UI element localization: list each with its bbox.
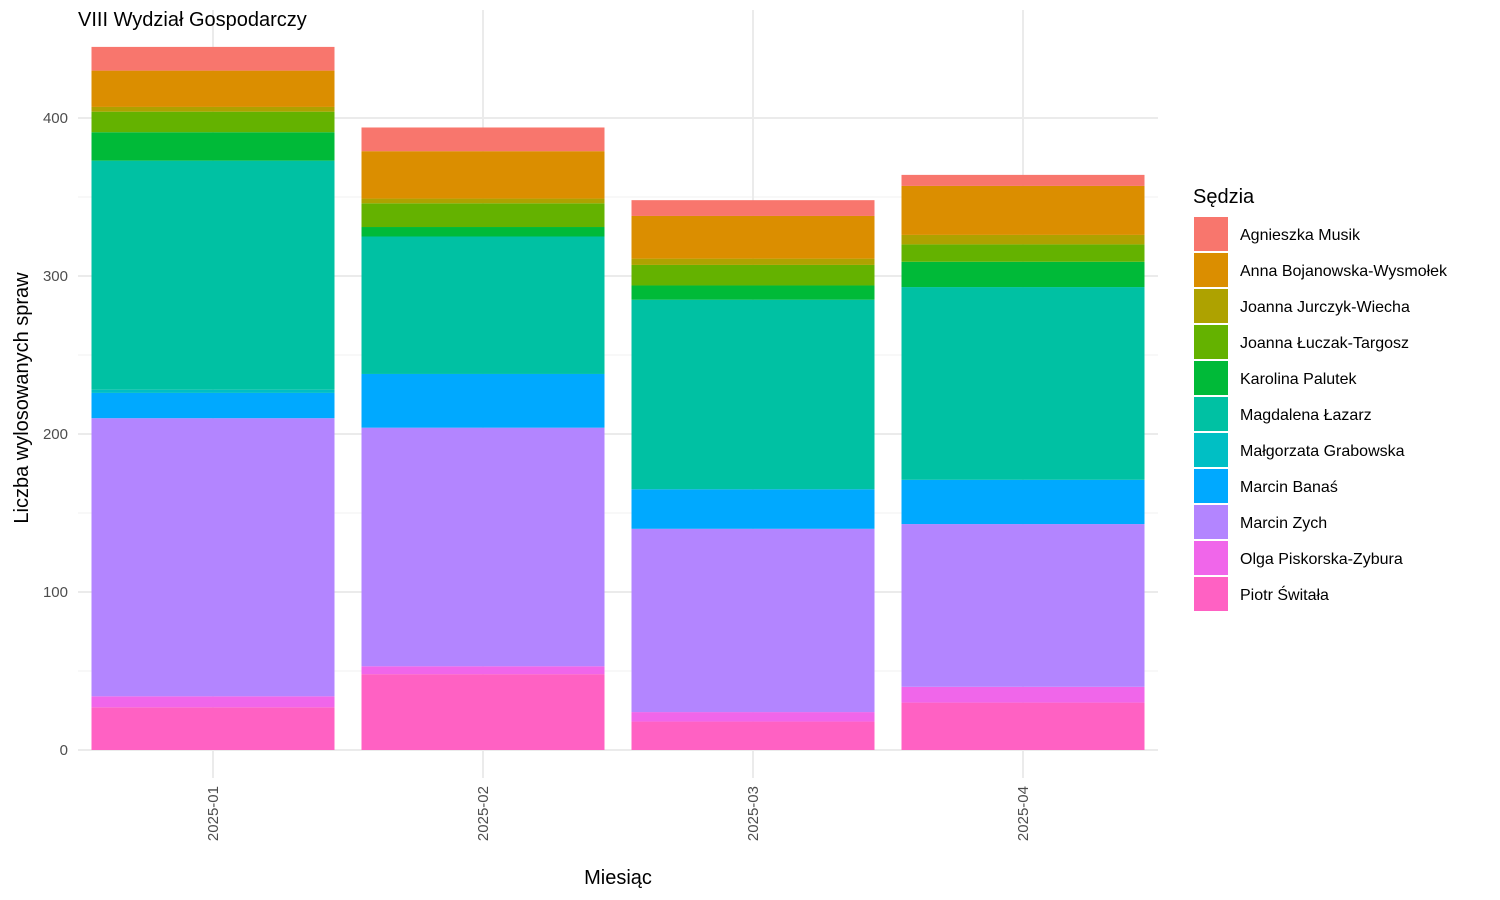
bar-segment — [901, 479, 1145, 525]
bar-segment — [631, 712, 875, 722]
bar-segment — [901, 686, 1145, 703]
y-tick-label: 400 — [43, 110, 68, 127]
x-tick-label: 2025-04 — [1015, 786, 1032, 841]
legend-swatch — [1194, 577, 1228, 611]
y-axis-title: Liczba wylosowanych spraw — [11, 272, 33, 524]
bar-segment — [631, 215, 875, 259]
legend-label: Anna Bojanowska-Wysmołek — [1240, 263, 1448, 280]
bar-segment — [901, 185, 1145, 235]
legend-swatch — [1194, 361, 1228, 395]
bar-segment — [631, 528, 875, 713]
legend-label: Karolina Palutek — [1240, 371, 1358, 388]
x-tick-label: 2025-02 — [475, 786, 492, 841]
bar-segment — [631, 489, 875, 529]
legend-swatch — [1194, 253, 1228, 287]
bar-segment — [361, 198, 605, 204]
bar-segment — [631, 299, 875, 490]
x-tick-label: 2025-03 — [745, 786, 762, 841]
y-axis-ticks: 0 100 200 300 400 — [43, 110, 68, 759]
legend-swatch — [1194, 217, 1228, 251]
bar-segment — [901, 287, 1145, 480]
legend: Sędzia Agnieszka Musik Anna Bojanowska-Wy… — [1193, 186, 1448, 611]
bar-segment — [91, 106, 335, 112]
legend-label: Marcin Zych — [1240, 515, 1327, 532]
chart-title: VIII Wydział Gospodarczy — [78, 9, 307, 31]
bar-segment — [901, 524, 1145, 687]
legend-label: Olga Piskorska-Zybura — [1240, 551, 1403, 568]
bar-segment — [631, 721, 875, 750]
legend-swatch — [1194, 325, 1228, 359]
bar-segment — [91, 160, 335, 390]
bar-segment — [91, 392, 335, 419]
bar-segment — [91, 696, 335, 708]
legend-label: Magdalena Łazarz — [1240, 407, 1372, 424]
bar-segment — [631, 200, 875, 216]
bar-segment — [91, 46, 335, 71]
legend-label: Marcin Banaś — [1240, 479, 1338, 496]
bar-segment — [631, 285, 875, 300]
x-axis-ticks: 2025-01 2025-02 2025-03 2025-04 — [205, 786, 1032, 841]
legend-swatch — [1194, 397, 1228, 431]
bar-segment — [91, 418, 335, 697]
legend-swatch — [1194, 469, 1228, 503]
bars — [91, 46, 1145, 750]
bar-segment — [631, 258, 875, 265]
bar-segment — [91, 70, 335, 107]
x-axis-title: Miesiąc — [584, 867, 652, 889]
bar-segment — [361, 674, 605, 750]
legend-swatch — [1194, 289, 1228, 323]
bar-segment — [361, 373, 605, 428]
bar-segment — [901, 174, 1145, 186]
bar-segment — [361, 151, 605, 199]
bar-segment — [901, 261, 1145, 288]
bar-segment — [91, 132, 335, 161]
legend-label: Małgorzata Grabowska — [1240, 443, 1405, 460]
x-tick-label: 2025-01 — [205, 786, 222, 841]
bar-segment — [361, 666, 605, 675]
bar-segment — [91, 707, 335, 750]
bar-segment — [631, 264, 875, 286]
legend-label: Agnieszka Musik — [1240, 227, 1361, 244]
y-tick-label: 300 — [43, 268, 68, 285]
legend-label: Joanna Łuczak-Targosz — [1240, 335, 1409, 352]
bar-segment — [361, 227, 605, 237]
bar-segment — [901, 234, 1145, 245]
legend-title: Sędzia — [1193, 186, 1255, 208]
legend-swatch — [1194, 541, 1228, 575]
y-tick-label: 100 — [43, 584, 68, 601]
bar-segment — [361, 127, 605, 152]
legend-swatch — [1194, 505, 1228, 539]
bar-segment — [91, 111, 335, 133]
legend-swatch — [1194, 433, 1228, 467]
bar-segment — [361, 427, 605, 667]
bar-segment — [901, 702, 1145, 750]
legend-label: Joanna Jurczyk-Wiecha — [1240, 299, 1410, 316]
legend-label: Piotr Świtała — [1240, 585, 1329, 604]
bar-segment — [361, 236, 605, 374]
bar-segment — [901, 244, 1145, 262]
y-tick-label: 200 — [43, 426, 68, 443]
bar-segment — [361, 203, 605, 228]
bar-segment — [91, 389, 335, 393]
y-tick-label: 0 — [60, 742, 68, 759]
